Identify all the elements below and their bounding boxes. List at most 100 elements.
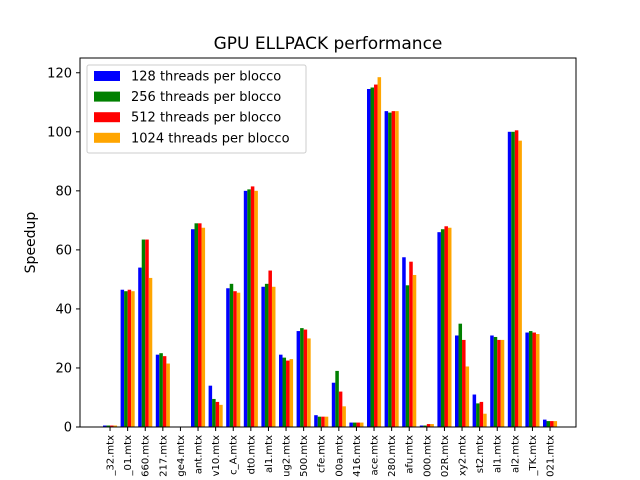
bar-4-16 [377,77,382,428]
bar-2-24 [511,131,515,428]
bar-1-24 [507,131,512,428]
bar-1-8 [226,288,230,427]
bar-2-6 [194,223,199,427]
bar-1-14 [331,382,336,427]
y-tick-label: 100 [47,125,72,140]
bar-2-16 [370,87,375,428]
bar-3-9 [250,186,255,427]
x-tick-label: 416.mtx [352,435,363,477]
bar-1-9 [243,190,248,427]
bar-3-11 [286,360,290,427]
bar-1-10 [261,286,265,427]
bar-3-19 [426,424,431,427]
bar-3-12 [303,329,308,427]
bar-2-25 [528,331,533,427]
legend: 128 threads per blocco 256 threads per bl… [86,64,307,154]
bar-1-21 [455,335,459,427]
x-tick-label: 021.mtx [546,435,557,477]
bar-1-3 [138,267,142,427]
legend-label-1: 128 threads per blocco [131,70,281,85]
bar-4-22 [483,413,487,427]
bar-2-7 [212,398,216,427]
bar-3-1 [110,425,114,427]
bar-3-18 [409,261,413,427]
x-tick-label: ge4.mtx [176,435,187,477]
legend-swatch-4 [94,132,120,143]
x-tick-label: 660.mtx [141,435,152,477]
bar-2-21 [458,323,463,427]
bar-1-6 [191,229,195,427]
bar-1-13 [314,415,318,427]
bar-3-4 [162,356,167,427]
bar-2-18 [405,285,410,427]
chart-title: GPU ELLPACK performance [214,34,443,54]
bar-2-20 [440,229,445,427]
bar-3-10 [268,270,272,427]
bar-3-7 [215,401,220,427]
bar-4-2 [131,291,135,427]
bar-1-17 [384,111,389,428]
y-axis: 0 20 40 60 80 100 120 [47,66,80,436]
bar-3-8 [233,291,237,427]
bar-3-6 [198,223,202,427]
x-tick-label: 217.mtx [158,435,169,477]
x-tick-label: al2.mtx [510,435,521,473]
bar-4-8 [236,292,241,427]
bar-4-7 [219,404,223,427]
legend-swatch-2 [94,91,120,102]
bar-4-4 [166,363,170,427]
y-axis-label: Speedup [23,212,39,274]
bar-3-16 [374,84,378,428]
bar-4-12 [307,338,311,427]
x-tick-label: st2.mtx [475,435,486,473]
x-tick-label: al1.mtx [493,435,504,473]
x-tick-label: ug2.mtx [282,435,293,477]
bar-2-3 [141,239,146,427]
bar-2-2 [124,291,128,427]
bar-3-3 [145,239,149,427]
bar-2-14 [335,370,339,427]
bar-4-14 [342,406,346,427]
x-tick-label: ace.mtx [370,435,381,476]
y-tick-label: 80 [55,184,72,199]
bar-3-17 [391,111,396,428]
x-tick-label: 280.mtx [387,435,398,477]
bar-3-2 [127,289,132,427]
x-tick-label: _32.mtx [106,435,117,477]
bar-1-20 [437,232,441,427]
x-tick-label: ant.mtx [194,435,205,474]
bar-1-1 [103,425,107,427]
bar-2-10 [264,283,269,427]
bar-4-18 [412,274,417,427]
plot-area-frame [79,57,577,428]
bar-3-13 [321,416,325,427]
bar-4-6 [201,227,206,427]
x-axis: _32.mtx _01.mtx 660.mtx 217.mtx ge4.mtx ant.m… [106,427,557,477]
legend-label-2: 256 threads per blocco [131,90,281,105]
bar-4-10 [271,286,276,427]
x-tick-label: 000.mtx [422,435,433,477]
x-tick-label: v10.mtx [211,435,222,476]
bar-1-16 [367,88,371,427]
bar-4-23 [500,339,505,427]
x-tick-label: 500.mtx [299,435,310,477]
bar-2-19 [423,425,427,427]
bar-1-11 [279,354,283,427]
y-tick-label: 120 [47,66,72,81]
legend-swatch-3 [94,112,120,123]
bar-1-7 [208,385,213,427]
x-tick-label: 00a.mtx [334,435,345,477]
bar-1-2 [120,289,125,427]
bar-2-8 [229,283,234,427]
bar-2-26 [546,421,551,427]
x-tick-label: c_A.mtx [229,435,240,475]
legend-frame [86,64,307,154]
bar-2-22 [476,403,480,427]
bar-3-14 [338,391,343,427]
bar-4-19 [430,424,434,427]
x-tick-label: xy2.mtx [458,435,469,476]
y-tick-label: 0 [64,421,72,436]
x-tick-label: 02R.mtx [440,435,451,477]
bars [103,77,558,428]
